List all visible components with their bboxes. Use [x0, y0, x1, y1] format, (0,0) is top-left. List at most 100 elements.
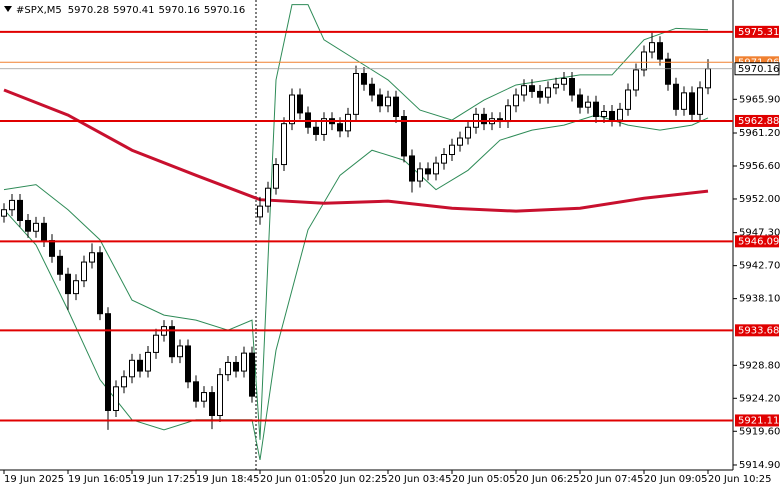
candle-body [641, 51, 647, 71]
candle-body [137, 359, 143, 372]
candle-body [17, 199, 23, 221]
y-tick-label: 5914.90 [739, 460, 780, 471]
level-label-box [735, 25, 779, 38]
y-tick-label: 5919.60 [739, 426, 780, 437]
current-price-box [734, 62, 780, 76]
candle-body [57, 255, 63, 275]
candle-body [577, 94, 583, 108]
y-tick-label: 5965.90 [739, 94, 780, 105]
candle-body [697, 87, 703, 115]
candle-body [289, 94, 295, 125]
candle-body [529, 85, 535, 92]
candle-body [65, 273, 71, 295]
candle-body [393, 96, 399, 118]
candle-body [185, 345, 191, 383]
x-tick-label: 20 Jun 09:05 [644, 474, 708, 485]
y-tick-label: 5928.80 [739, 360, 780, 371]
candle-body [281, 123, 287, 166]
header-icon [4, 6, 12, 12]
level-label-box [735, 414, 779, 427]
candle-body [553, 83, 559, 89]
candle-body [169, 326, 175, 358]
candle-body [153, 334, 159, 353]
candle-body [537, 90, 543, 98]
y-tick-label: 5924.20 [739, 393, 780, 404]
candle-body [25, 219, 31, 232]
candle-body [273, 164, 279, 189]
candle-body [417, 168, 423, 182]
candle-body [649, 42, 655, 53]
candle-body [409, 155, 415, 182]
candle-body [337, 123, 343, 132]
candle-body [657, 42, 663, 60]
x-tick-label: 19 Jun 17:25 [132, 474, 196, 485]
candle-body [385, 96, 391, 107]
candle-body [705, 68, 711, 89]
candle-body [41, 222, 47, 242]
candle-body [665, 58, 671, 85]
x-tick-label: 20 Jun 03:45 [388, 474, 452, 485]
candle-body [689, 92, 695, 115]
y-tick-label: 5942.70 [739, 261, 780, 272]
upper-band [3, 4, 709, 440]
candle-body [353, 72, 359, 115]
candle-body [401, 116, 407, 157]
candle-body [465, 126, 471, 139]
x-tick-label: 20 Jun 06:25 [516, 474, 580, 485]
header-value: 5970.16 [204, 5, 245, 16]
candle-body [89, 252, 95, 263]
candle-body [617, 108, 623, 121]
candle-body [145, 351, 151, 372]
candle-body [449, 144, 455, 156]
level-label: 5962.88 [738, 116, 779, 127]
candle-body [561, 78, 567, 85]
level-label-box [735, 235, 779, 248]
candle-body [545, 87, 551, 98]
candle-body [609, 110, 615, 121]
y-tick-label: 5938.10 [739, 294, 780, 305]
level-label: 5921.11 [738, 415, 779, 426]
candle-body [177, 345, 183, 358]
candle-body [377, 94, 383, 107]
candle-body [201, 392, 207, 402]
candle-body [593, 101, 599, 118]
candle-body [441, 154, 447, 164]
candle-body [345, 113, 351, 132]
candle-body [81, 261, 87, 282]
symbol-title: #SPX,M5 [16, 5, 62, 16]
level-label: 5933.68 [738, 325, 779, 336]
candle-body [369, 83, 375, 96]
candle-body [457, 137, 463, 146]
candle-body [9, 199, 15, 211]
candle-body [217, 374, 223, 417]
x-tick-label: 20 Jun 01:05 [260, 474, 324, 485]
candle-body [33, 222, 39, 232]
header-value: 5970.16 [159, 5, 200, 16]
moving-average [3, 88, 709, 213]
candle-body [361, 72, 367, 85]
candle-body [49, 240, 55, 257]
candle-body [265, 187, 271, 207]
candle-body [625, 89, 631, 110]
current-price-label: 5970.16 [738, 64, 779, 75]
x-tick-label: 19 Jun 16:05 [68, 474, 132, 485]
candle-body [193, 381, 199, 402]
candle-body [425, 168, 431, 175]
x-tick-label: 20 Jun 05:05 [452, 474, 516, 485]
x-tick-label: 19 Jun 18:45 [196, 474, 260, 485]
y-tick-label: 5952.00 [739, 194, 780, 205]
candle-body [433, 162, 439, 175]
y-tick-label: 5956.60 [739, 161, 780, 172]
x-tick-label: 20 Jun 10:25 [708, 474, 772, 485]
candle-body [513, 94, 519, 107]
x-tick-label: 19 Jun 2025 [4, 474, 64, 485]
candle-body [521, 85, 527, 96]
candle-body [505, 105, 511, 123]
candle-body [321, 118, 327, 135]
header-value: 5970.28 [68, 5, 109, 16]
level-label: 5946.09 [738, 236, 779, 247]
candle-body [585, 101, 591, 108]
level-label: 5975.31 [738, 27, 779, 38]
